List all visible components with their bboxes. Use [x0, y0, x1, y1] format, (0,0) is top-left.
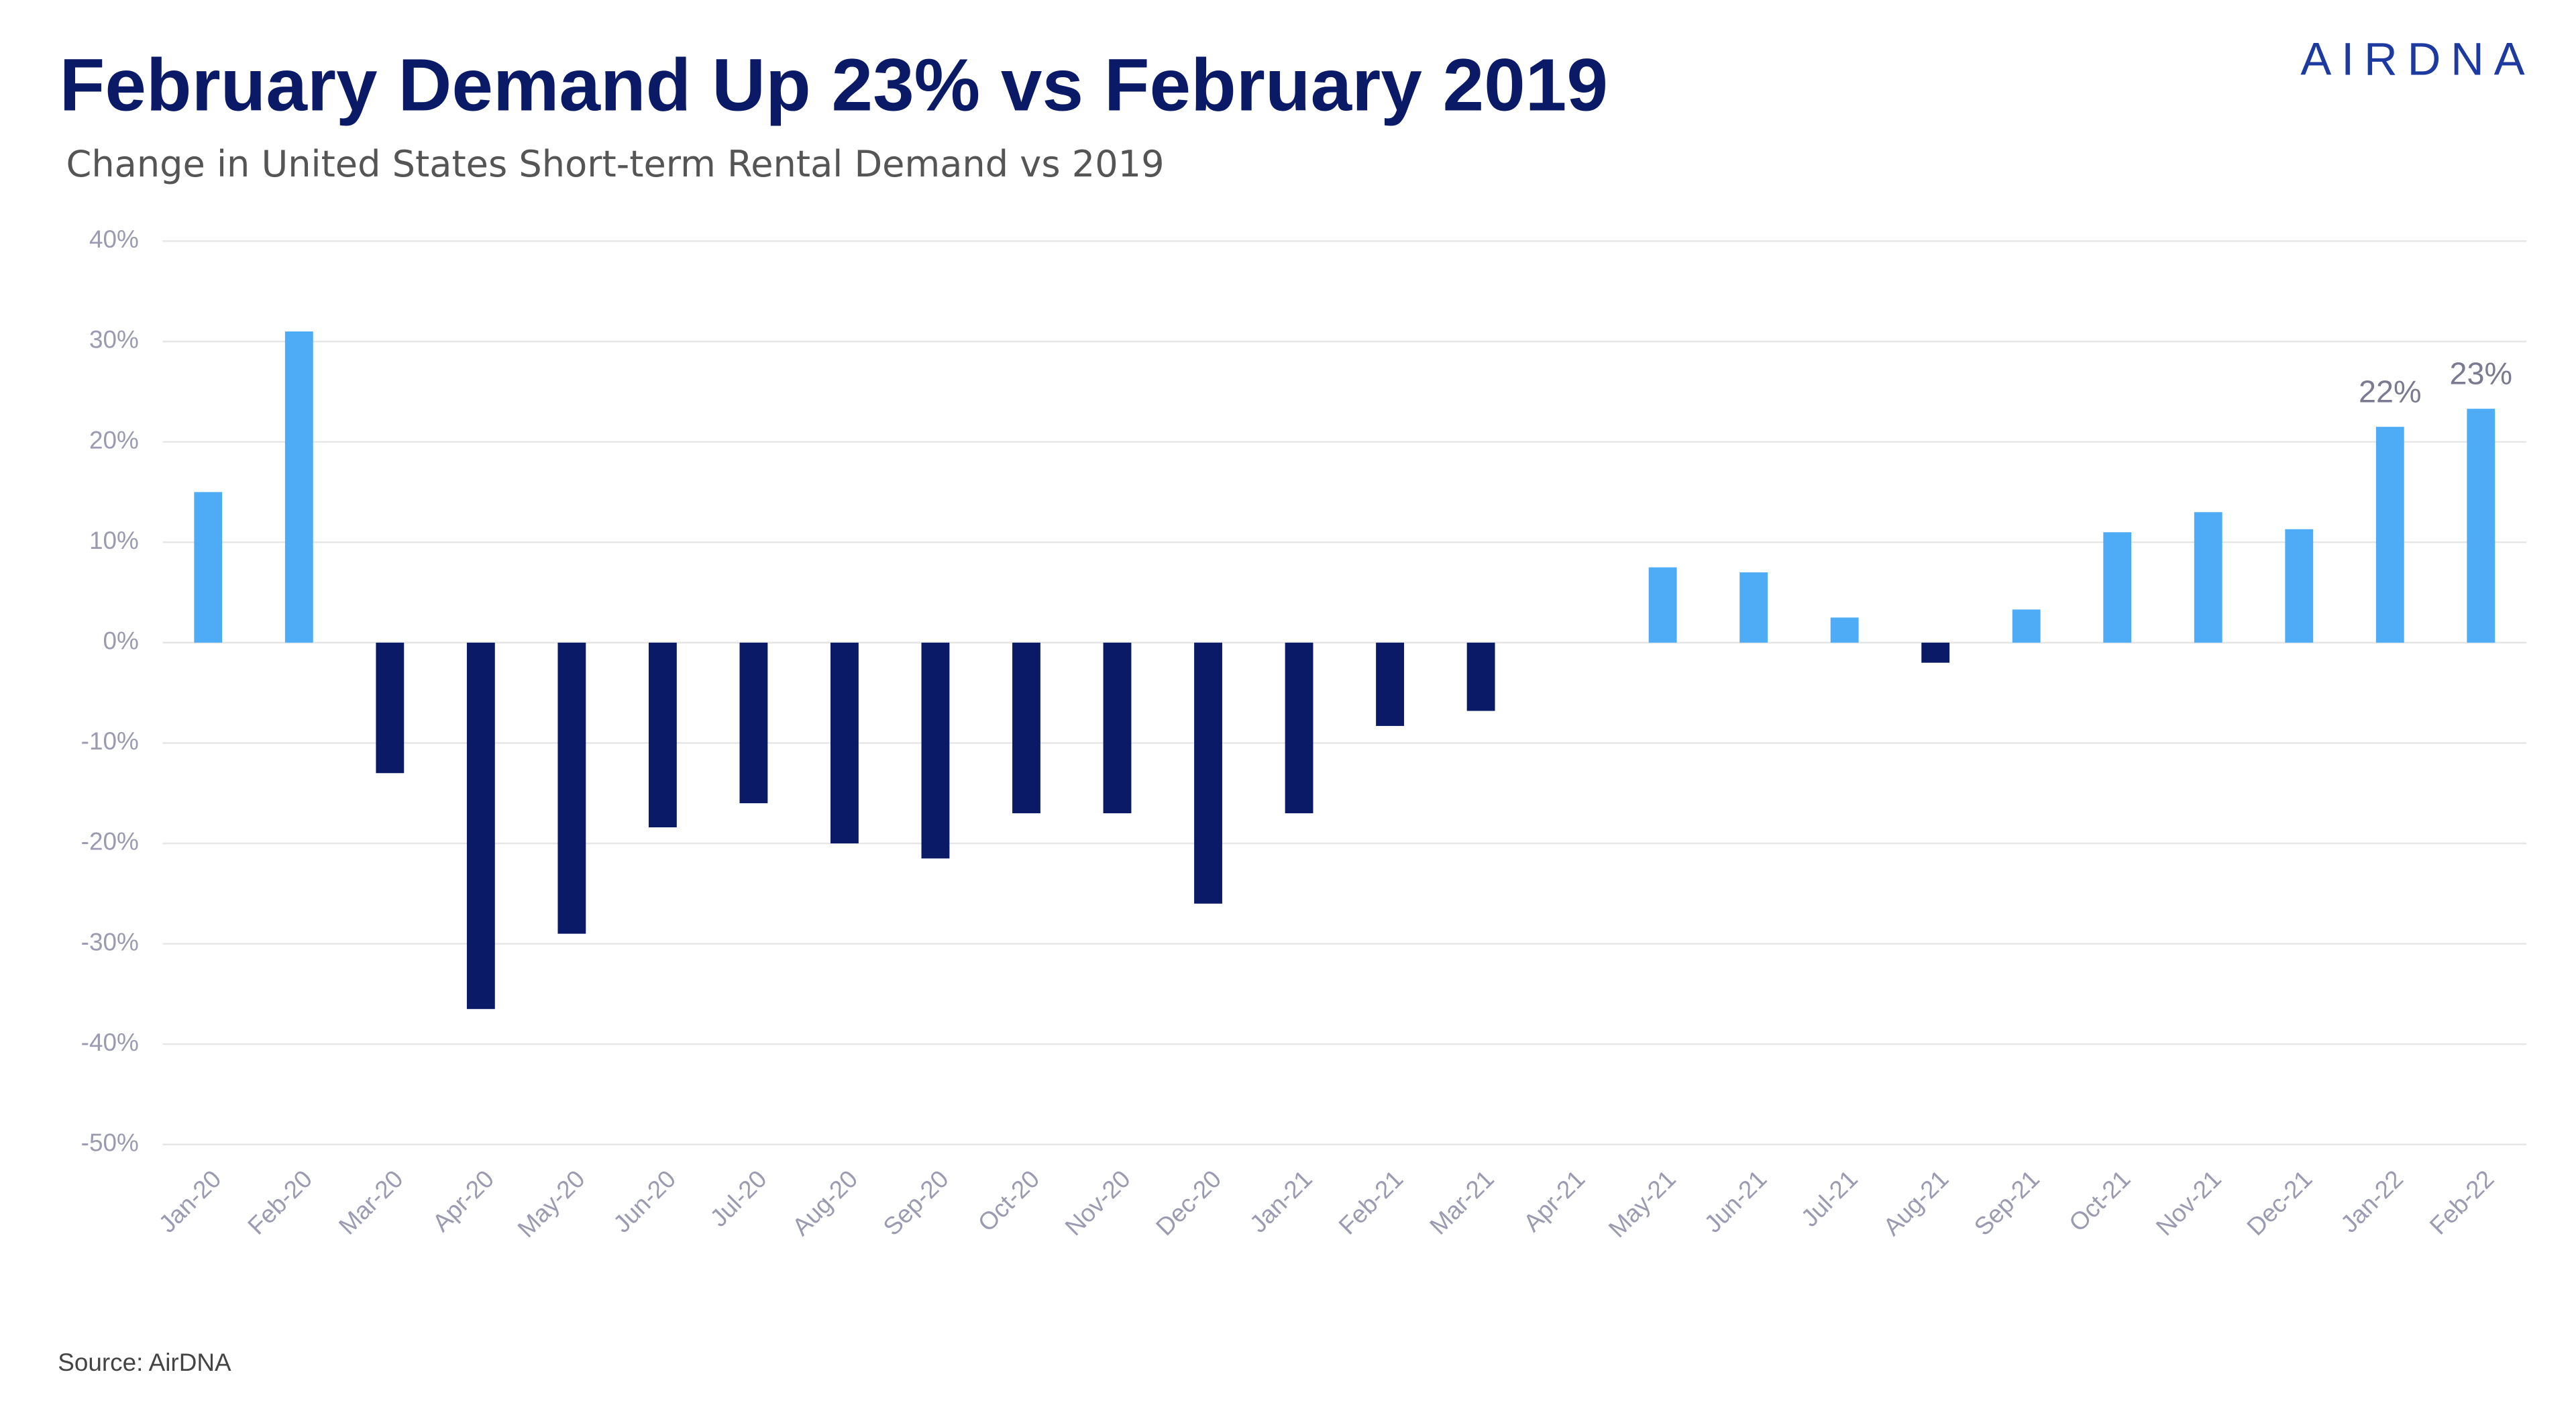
chart-subtitle: Change in United States Short-term Renta…: [66, 143, 1165, 185]
y-tick-label: 30%: [89, 326, 139, 354]
y-tick-label: -40%: [81, 1029, 139, 1056]
bar: [1830, 617, 1859, 643]
bar: [1103, 642, 1132, 814]
bar: [2467, 409, 2496, 643]
source: Source: AirDNA: [58, 1349, 231, 1376]
bar: [1012, 642, 1040, 814]
bar: [1194, 642, 1222, 904]
bar: [648, 642, 677, 828]
bar: [1466, 642, 1495, 711]
y-tick-label: 10%: [89, 527, 139, 554]
bar: [2012, 609, 2041, 643]
bar: [194, 492, 223, 643]
bar: [1739, 572, 1768, 643]
value-label: 22%: [2359, 374, 2422, 409]
y-tick-label: -10%: [81, 727, 139, 755]
bar: [557, 642, 586, 934]
bar: [2285, 529, 2314, 643]
bar: [284, 331, 313, 643]
logo: AIRDNA: [2300, 34, 2534, 85]
bar: [1921, 642, 1950, 663]
chart-title: February Demand Up 23% vs February 2019: [60, 44, 1608, 127]
bar: [2103, 532, 2132, 643]
y-tick-label: -50%: [81, 1129, 139, 1157]
y-tick-label: 0%: [103, 627, 138, 655]
bar: [739, 642, 768, 804]
bar: [466, 642, 495, 1009]
bar: [1376, 642, 1404, 726]
value-label: 23%: [2450, 356, 2513, 391]
bar: [1648, 567, 1677, 643]
y-tick-label: -30%: [81, 928, 139, 955]
bar: [830, 642, 859, 843]
bar: [2375, 427, 2404, 643]
bar: [2194, 512, 2222, 643]
bar: [376, 642, 405, 774]
bar: [1285, 642, 1313, 814]
y-tick-label: 20%: [89, 426, 139, 454]
y-tick-label: -20%: [81, 828, 139, 855]
y-tick-label: 40%: [89, 225, 139, 253]
bar: [921, 642, 950, 859]
